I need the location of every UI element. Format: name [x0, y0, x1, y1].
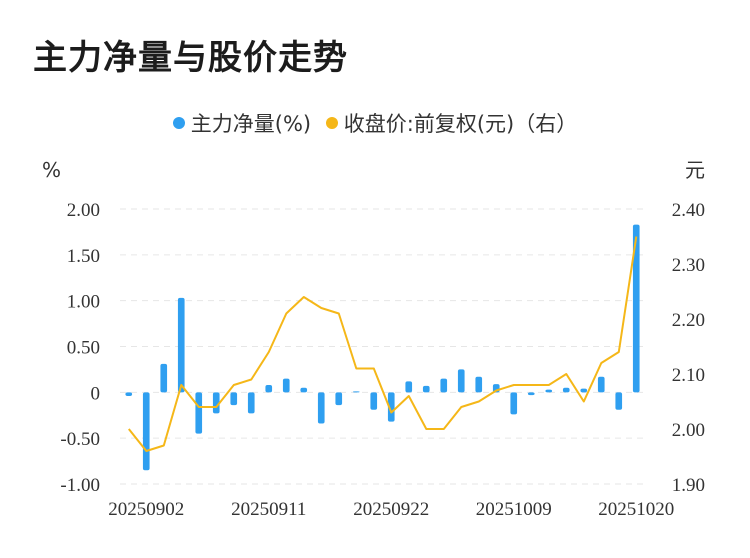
- net-flow-bar: [405, 381, 413, 393]
- x-tick-label: 20251009: [476, 499, 552, 520]
- net-flow-bar: [335, 392, 343, 406]
- close-price-line: [128, 236, 638, 452]
- right-tick-label: 2.00: [672, 420, 705, 441]
- chart-title: 主力净量与股价走势: [33, 38, 348, 78]
- net-flow-bar: [510, 392, 518, 415]
- left-tick-label: 2.00: [67, 200, 100, 221]
- left-tick-label: -1.00: [60, 475, 100, 496]
- x-tick-label: 20250911: [231, 499, 306, 520]
- left-tick-label: 0: [91, 383, 101, 404]
- net-flow-bar: [475, 376, 483, 393]
- net-flow-bar: [177, 297, 185, 393]
- close-price-line-group: [128, 236, 638, 452]
- legend-item-net-flow[interactable]: 主力净量(%): [172, 108, 312, 138]
- left-tick-label: 0.50: [67, 338, 100, 359]
- net-flow-bar: [352, 391, 360, 393]
- net-flow-bar: [545, 389, 553, 393]
- net-flow-bar: [370, 392, 378, 410]
- left-axis-unit: %: [42, 158, 61, 182]
- net-flow-bar: [247, 392, 255, 414]
- net-flow-bar: [422, 385, 430, 393]
- right-tick-label: 2.10: [672, 365, 705, 386]
- x-axis-ticks: 20250902 20250911 20250922 20251009 20251020: [108, 499, 674, 520]
- left-tick-label: 1.50: [67, 246, 100, 267]
- net-flow-bar: [562, 387, 570, 393]
- net-flow-bar: [212, 392, 220, 414]
- net-flow-bar: [125, 392, 133, 396]
- net-flow-bars: [125, 224, 640, 471]
- net-flow-bar: [317, 392, 325, 424]
- net-flow-bar: [580, 388, 588, 393]
- net-flow-bar: [615, 392, 623, 410]
- net-flow-bar: [160, 363, 168, 393]
- left-tick-label: 1.00: [67, 292, 100, 313]
- net-flow-bar: [457, 369, 465, 393]
- net-flow-bar: [527, 392, 535, 396]
- net-flow-bar: [300, 387, 308, 393]
- right-tick-label: 2.30: [672, 255, 705, 276]
- legend: 主力净量(%) 收盘价:前复权(元)（右）: [0, 108, 750, 138]
- net-flow-bar: [265, 385, 273, 393]
- left-tick-label: -0.50: [60, 429, 100, 450]
- right-tick-label: 2.20: [672, 310, 705, 331]
- net-flow-bar: [230, 392, 238, 406]
- net-flow-bar: [195, 392, 203, 434]
- gridlines: [120, 208, 645, 485]
- x-tick-label: 20250902: [108, 499, 184, 520]
- right-tick-label: 2.40: [672, 200, 705, 221]
- net-flow-bar: [632, 224, 640, 393]
- net-flow-bar: [440, 378, 448, 393]
- net-flow-bar: [142, 392, 150, 471]
- x-tick-label: 20251020: [598, 499, 674, 520]
- x-tick-label: 20250922: [353, 499, 429, 520]
- net-flow-bar: [597, 376, 605, 393]
- legend-marker-net-flow: [172, 117, 185, 129]
- left-axis-ticks: 2.00 1.50 1.00 0.50 0 -0.50 -1.00: [60, 200, 100, 496]
- right-axis-ticks: 2.40 2.30 2.20 2.10 2.00 1.90: [672, 200, 705, 496]
- legend-marker-close-price: [325, 117, 338, 129]
- legend-item-close-price[interactable]: 收盘价:前复权(元)（右）: [325, 108, 578, 138]
- net-flow-bar: [387, 392, 395, 422]
- legend-label-net-flow: 主力净量(%): [190, 112, 312, 136]
- right-tick-label: 1.90: [672, 475, 705, 496]
- net-flow-bar: [282, 378, 290, 393]
- legend-label-close-price: 收盘价:前复权(元)（右）: [343, 112, 578, 136]
- right-axis-unit: 元: [685, 158, 705, 182]
